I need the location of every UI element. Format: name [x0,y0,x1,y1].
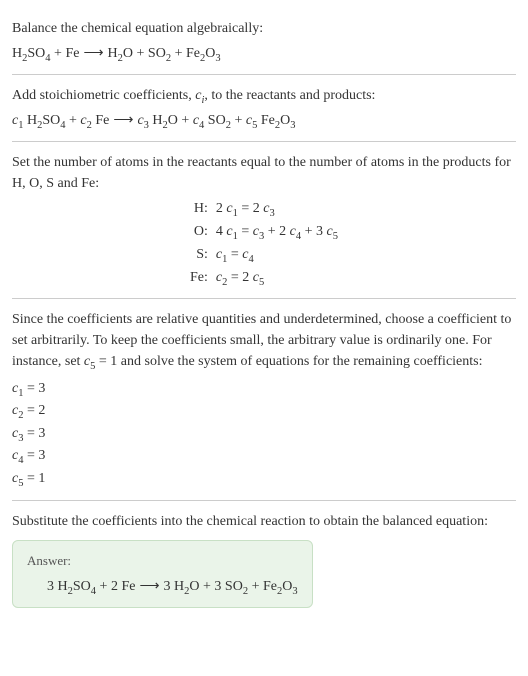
product-h2o: H2O [108,46,134,61]
atom-label-h: H: [12,198,208,219]
product-so2: SO2 [225,579,248,594]
atom-eq-o: 4 c1 = c3 + 2 c4 + 3 c5 [216,221,516,242]
section-balance-prompt: Balance the chemical equation algebraica… [12,8,516,75]
product-so2: SO2 [208,113,231,128]
product-h2o: H2O [152,113,178,128]
product-fe2o3: Fe2O3 [263,579,298,594]
coefficients-intro: Add stoichiometric coefficients, ci, to … [12,85,516,106]
atom-eq-h: 2 c1 = 2 c3 [216,198,516,219]
plus: + [51,46,66,61]
atom-eq-s: c1 = c4 [216,244,516,265]
product-so2: SO2 [148,46,171,61]
product-h2o: H2O [174,579,200,594]
reactant-h2so4: H2SO4 [12,46,51,61]
atom-eq-fe: c2 = 2 c5 [216,267,516,288]
atom-label-fe: Fe: [12,267,208,288]
arrow-icon: ⟶ [113,110,133,131]
atom-balance-table: H: 2 c1 = 2 c3 O: 4 c1 = c3 + 2 c4 + 3 c… [12,198,516,288]
unbalanced-equation: H2SO4 + Fe ⟶ H2O + SO2 + Fe2O3 [12,43,516,64]
coeff-c2: c2 = 2 [12,400,516,422]
reactant-fe: Fe [65,46,79,61]
atom-label-o: O: [12,221,208,242]
product-fe2o3: Fe2O3 [186,46,221,61]
prompt-text: Balance the chemical equation algebraica… [12,18,516,39]
coeff-c4: c4 = 3 [12,445,516,467]
reactant-fe: Fe [121,579,135,594]
coeff-c3: c3 = 3 [12,423,516,445]
coeff-c1: c1 = 3 [12,378,516,400]
answer-box: Answer: 3 H2SO4 + 2 Fe ⟶ 3 H2O + 3 SO2 +… [12,540,313,609]
section-atom-balance: Set the number of atoms in the reactants… [12,142,516,299]
section-answer: Substitute the coefficients into the che… [12,501,516,619]
reactant-h2so4: H2SO4 [58,579,97,594]
arrow-icon: ⟶ [83,43,103,64]
section-add-coefficients: Add stoichiometric coefficients, ci, to … [12,75,516,142]
answer-label: Answer: [27,551,298,571]
reactant-fe: Fe [95,113,109,128]
product-fe2o3: Fe2O3 [261,113,296,128]
balanced-equation: 3 H2SO4 + 2 Fe ⟶ 3 H2O + 3 SO2 + Fe2O3 [27,576,298,597]
plus: + [171,46,186,61]
arrow-icon: ⟶ [139,576,159,597]
atom-balance-intro: Set the number of atoms in the reactants… [12,152,516,194]
plus: + [133,46,148,61]
solve-intro: Since the coefficients are relative quan… [12,309,516,372]
atom-label-s: S: [12,244,208,265]
coefficient-equation: c1 H2SO4 + c2 Fe ⟶ c3 H2O + c4 SO2 + c5 … [12,110,516,131]
coeff-c5: c5 = 1 [12,468,516,490]
coefficient-solutions: c1 = 3 c2 = 2 c3 = 3 c4 = 3 c5 = 1 [12,378,516,490]
section-solve: Since the coefficients are relative quan… [12,299,516,501]
substitute-intro: Substitute the coefficients into the che… [12,511,516,532]
reactant-h2so4: H2SO4 [27,113,66,128]
